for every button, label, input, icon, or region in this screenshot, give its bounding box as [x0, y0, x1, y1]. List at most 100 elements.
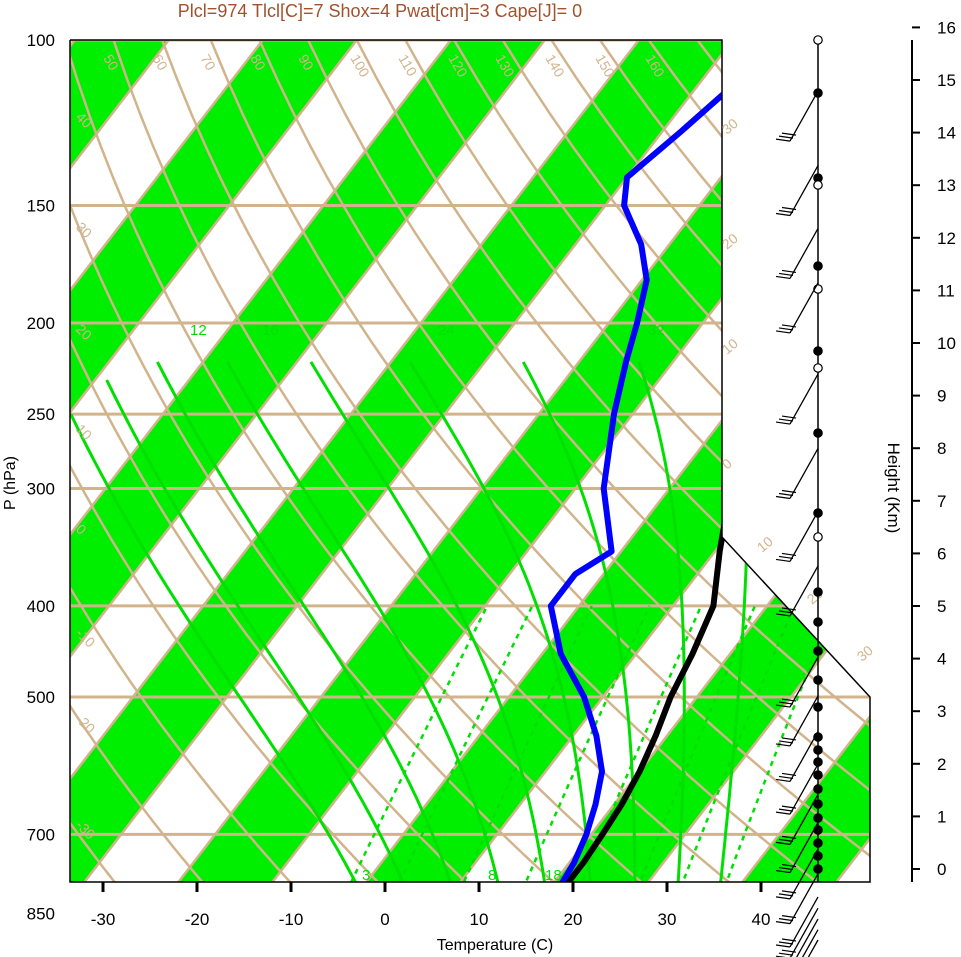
theta-label: 110	[395, 52, 420, 80]
wind-level-marker	[813, 838, 823, 848]
wind-barb-staff	[807, 939, 819, 957]
height-tick-label: 8	[937, 439, 946, 458]
isotherm-line	[70, 40, 452, 882]
wind-barb-feather	[781, 206, 797, 211]
wind-barb-feather	[778, 866, 794, 871]
moist-adiabat-line	[105, 379, 447, 882]
wind-barb-feather	[775, 944, 791, 948]
theta-label: 50	[100, 52, 122, 74]
mixing-ratio-label: 8	[488, 867, 496, 884]
mixing-ratio-label: 32	[648, 322, 665, 339]
mixing-ratio-label: 16	[262, 322, 279, 339]
dry-adiabat-line	[404, 40, 870, 882]
wind-barbs	[775, 35, 823, 957]
wind-barb-feather	[781, 938, 797, 942]
mixing-ratio-line	[592, 605, 757, 882]
mixing-ratio-line	[636, 605, 796, 882]
wind-barb-feather	[781, 863, 797, 868]
wind-barb-feather	[778, 838, 794, 842]
y-tick-label: 850	[27, 905, 55, 924]
wind-barb-staff	[789, 896, 819, 948]
wind-barb-staff	[789, 448, 819, 499]
wind-barb-feather	[778, 701, 794, 705]
x-tick-label: 10	[470, 910, 489, 929]
theta-label: 80	[247, 52, 269, 74]
wind-barb-feather	[781, 915, 797, 919]
wind-barb-staff	[789, 731, 819, 782]
x-tick-label: 30	[658, 910, 677, 929]
wind-level-marker	[813, 180, 823, 190]
wind-barb-feather	[778, 418, 794, 422]
moist-adiabat-line	[408, 361, 597, 882]
dry-adiabat-line	[70, 40, 693, 882]
mixing-ratio-label: 3	[362, 867, 370, 884]
moist-adiabat-line	[226, 361, 522, 882]
moist-adiabat-line	[637, 361, 686, 882]
wind-barb-staff	[789, 822, 819, 873]
plot-frame	[69, 39, 871, 883]
wind-barb-feather	[781, 835, 797, 839]
wind-barb-feather	[778, 209, 794, 214]
wind-barb-feather	[775, 778, 791, 783]
isotherm-label: 30	[854, 642, 876, 664]
dry-adiabat-line	[355, 40, 870, 882]
y-tick-label: 100	[27, 31, 55, 50]
wind-barb-feather	[781, 489, 797, 494]
wind-barb-staff	[789, 373, 819, 425]
wind-level-marker	[813, 784, 823, 794]
wind-barb-staff	[789, 794, 819, 845]
isotherm-band	[70, 40, 357, 882]
y-tick-label: 200	[27, 314, 55, 333]
moist-adiabat-line	[70, 413, 409, 882]
height-axis-title: Height (Km)	[884, 443, 903, 534]
dry-adiabat-line	[306, 40, 870, 882]
wind-barb-feather	[781, 552, 797, 557]
wind-barb-staff	[789, 695, 819, 747]
theta-label: 90	[295, 52, 317, 74]
height-tick-label: 7	[937, 492, 946, 511]
height-tick-label: 12	[937, 229, 956, 248]
dry-adiabat-line	[70, 40, 407, 882]
wind-barb-feather	[781, 324, 797, 328]
wind-barb-feather	[781, 269, 797, 274]
x-tick-label: -20	[185, 910, 210, 929]
wind-level-marker	[813, 35, 823, 45]
wind-level-marker	[813, 428, 823, 438]
wind-level-marker	[813, 363, 823, 373]
wind-barb-feather	[775, 558, 791, 563]
theta-label: 140	[542, 52, 568, 80]
wind-barb-staff	[789, 907, 819, 957]
wind-barb-staff	[789, 228, 819, 279]
wind-barb-feather	[775, 921, 791, 925]
wind-barb-staff	[789, 511, 819, 562]
wind-barb-feather	[778, 135, 794, 139]
wind-barb-feather	[775, 841, 791, 845]
dry-adiabat-line	[70, 40, 788, 882]
chart-title: Plcl=974 Tlcl[C]=7 Shox=4 Pwat[cm]=3 Cap…	[178, 1, 582, 21]
wind-barb-feather	[781, 805, 797, 809]
height-tick-label: 3	[937, 702, 946, 721]
wind-barb-staff	[789, 873, 819, 924]
isotherm-line	[70, 40, 264, 882]
wind-barb-feather	[775, 704, 791, 708]
height-tick-label: 15	[937, 71, 956, 90]
isotherm-band	[651, 40, 870, 882]
wind-barb-feather	[781, 949, 797, 953]
wind-level-marker	[813, 587, 823, 597]
wind-barb-feather	[778, 775, 794, 780]
y-tick-label: 300	[27, 479, 55, 498]
mixing-ratio-label: 12	[190, 322, 207, 339]
mixing-ratio-label: 24	[438, 322, 455, 339]
height-tick-label: 10	[937, 334, 956, 353]
wind-barb-feather	[781, 415, 797, 419]
wind-barb-feather	[778, 610, 794, 614]
isotherm-label: 10	[754, 533, 776, 555]
wind-level-marker	[813, 617, 823, 627]
wind-level-marker	[813, 799, 823, 809]
wind-level-marker	[813, 757, 823, 767]
wind-barb-feather	[775, 138, 791, 142]
wind-barb-feather	[778, 272, 794, 277]
height-tick-label: 9	[937, 387, 946, 406]
wind-barb-feather	[778, 941, 794, 945]
